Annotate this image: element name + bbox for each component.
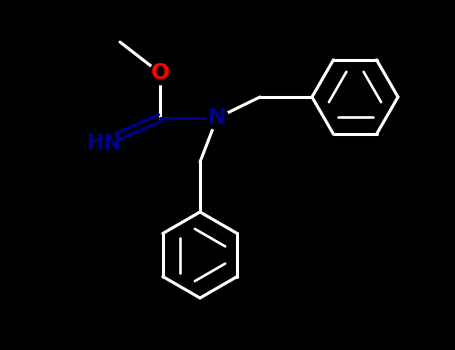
Text: HN: HN [86, 133, 121, 153]
Text: O: O [151, 63, 170, 83]
Text: N: N [208, 108, 226, 128]
